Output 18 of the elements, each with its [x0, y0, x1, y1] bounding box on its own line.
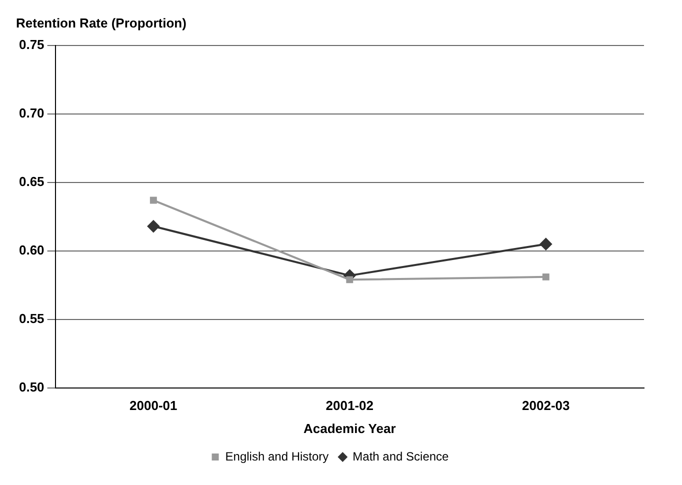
y-tick-label: 0.55: [18, 310, 44, 326]
y-tick-label: 0.70: [18, 106, 44, 121]
point: [540, 238, 552, 250]
x-tick-label: 2000-01: [130, 398, 178, 414]
y-tick-label: 0.60: [18, 242, 44, 258]
x-tick-label: 2001-02: [326, 398, 374, 414]
x-tick-label: 2002-03: [522, 398, 570, 414]
y-tick-label: 0.50: [18, 379, 44, 394]
legend-label: Math and Science: [352, 449, 450, 464]
point: [346, 276, 354, 284]
y-tick-label: 0.75: [18, 37, 44, 52]
y-axis-title: Retention Rate (Proportion): [16, 15, 186, 30]
point: [150, 196, 157, 204]
legend-label: English and History: [225, 449, 329, 464]
point: [147, 220, 160, 232]
point: [542, 273, 550, 280]
x-axis-title: Academic Year: [304, 420, 396, 436]
y-tick-label: 0.65: [18, 174, 44, 190]
